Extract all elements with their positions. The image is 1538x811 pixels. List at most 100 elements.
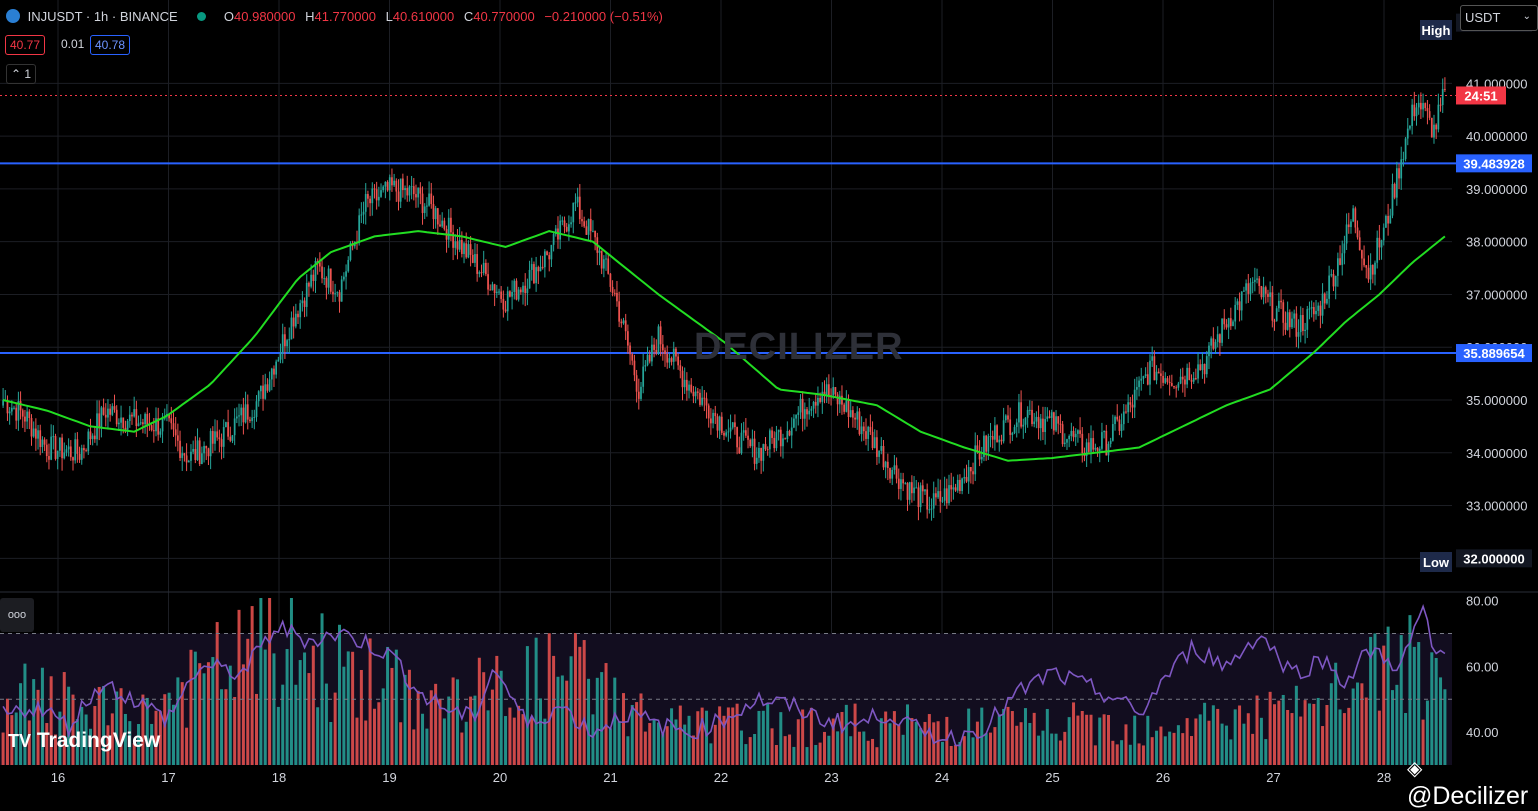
volume-bar <box>866 740 870 765</box>
candle-body <box>1393 183 1396 198</box>
candle-body <box>611 286 614 293</box>
symbol-title[interactable]: INJUSDT · 1h · BINANCE <box>27 9 178 24</box>
candle-body <box>533 264 535 284</box>
volume-bar <box>316 707 320 765</box>
candle-body <box>640 386 642 399</box>
volume-bar <box>163 694 167 765</box>
candle-body <box>795 414 797 419</box>
volume-bar <box>1080 710 1084 765</box>
volume-bar <box>368 638 372 765</box>
volume-bar <box>351 651 355 765</box>
candle-body <box>1205 356 1208 375</box>
candle-body <box>801 398 804 419</box>
indicators-collapse-button[interactable]: ⌃ 1 <box>6 64 37 84</box>
candle-body <box>268 379 271 391</box>
price-chart[interactable]: 32.00000033.00000034.00000035.00000036.0… <box>0 0 1538 791</box>
candle-body <box>969 467 972 472</box>
candle-body <box>308 282 310 287</box>
candle-body <box>1293 313 1296 319</box>
volume-bar <box>1089 714 1093 765</box>
candle-body <box>886 461 889 468</box>
candle-body <box>1271 292 1274 321</box>
candle-body <box>633 360 636 376</box>
candle-body <box>452 232 454 248</box>
candle-body <box>736 427 738 448</box>
candle-body <box>1190 380 1193 382</box>
candle-body <box>775 432 778 449</box>
candle-body <box>168 414 170 419</box>
candle-body <box>637 391 640 399</box>
candle-body <box>415 194 417 198</box>
candle-body <box>329 268 332 292</box>
candle-body <box>198 440 201 465</box>
candle-body <box>528 269 531 289</box>
volume-bar <box>849 736 853 765</box>
candle-body <box>589 218 592 232</box>
candle-body <box>764 444 767 450</box>
candle-body <box>301 300 304 304</box>
candle-body <box>803 409 806 419</box>
candle-body <box>808 410 811 415</box>
candle-body <box>142 422 144 425</box>
currency-value: USDT <box>1465 10 1501 25</box>
candle-body <box>1365 265 1368 268</box>
candle-body <box>871 431 874 448</box>
indicator-menu-button[interactable]: ooo <box>0 598 34 632</box>
candle-body <box>135 409 138 427</box>
candle-body <box>107 408 109 418</box>
candle-body <box>478 272 481 274</box>
currency-select[interactable]: USDT ⌄ <box>1460 5 1538 31</box>
candle-body <box>843 404 846 412</box>
candle-body <box>100 407 103 429</box>
volume-bar <box>678 705 682 765</box>
candle-body <box>519 289 522 293</box>
sell-price-button[interactable]: 40.77 <box>5 35 46 55</box>
candle-body <box>758 447 760 458</box>
candle-body <box>585 226 588 235</box>
volume-bar <box>792 746 796 765</box>
volume-bar <box>958 741 962 765</box>
volume-bar <box>665 726 669 765</box>
candle-body <box>539 266 542 272</box>
volume-bar <box>1360 683 1364 765</box>
volume-bar <box>617 721 621 765</box>
volume-bar <box>661 733 665 765</box>
volume-bar <box>945 716 949 765</box>
candle-body <box>214 431 216 444</box>
candle-body <box>371 188 374 204</box>
candle-body <box>1278 300 1280 309</box>
buy-price-button[interactable]: 40.78 <box>90 35 131 55</box>
volume-bar <box>27 720 31 765</box>
candle-body <box>1013 427 1016 434</box>
candle-body <box>948 485 950 504</box>
candle-body <box>111 406 114 415</box>
candle-body <box>622 320 625 324</box>
candle-body <box>83 448 85 451</box>
level-price-tag-bg <box>1456 154 1532 173</box>
candle-body <box>699 392 701 405</box>
candle-body <box>222 427 225 447</box>
candle-body <box>629 345 631 355</box>
volume-bar <box>263 649 267 765</box>
candle-body <box>849 410 852 418</box>
volume-bar <box>1067 717 1071 765</box>
candle-body <box>1258 278 1261 286</box>
time-axis-label: 27 <box>1266 770 1280 785</box>
candle-body <box>91 435 94 440</box>
candle-body <box>1074 433 1077 438</box>
candle-body <box>1219 334 1221 343</box>
time-axis-label: 17 <box>161 770 175 785</box>
candle-body <box>860 426 863 435</box>
candle-body <box>52 436 55 438</box>
candle-body <box>806 409 808 415</box>
candle-body <box>1367 267 1370 280</box>
candle-body <box>1092 438 1095 450</box>
candle-body <box>1153 356 1156 381</box>
candle-body <box>259 385 262 392</box>
candle-body <box>526 288 529 294</box>
candle-body <box>777 429 780 433</box>
price-axis-label: 35.000000 <box>1466 393 1527 408</box>
candle-body <box>67 446 70 450</box>
volume-bar <box>989 732 993 765</box>
candle-body <box>685 379 688 391</box>
